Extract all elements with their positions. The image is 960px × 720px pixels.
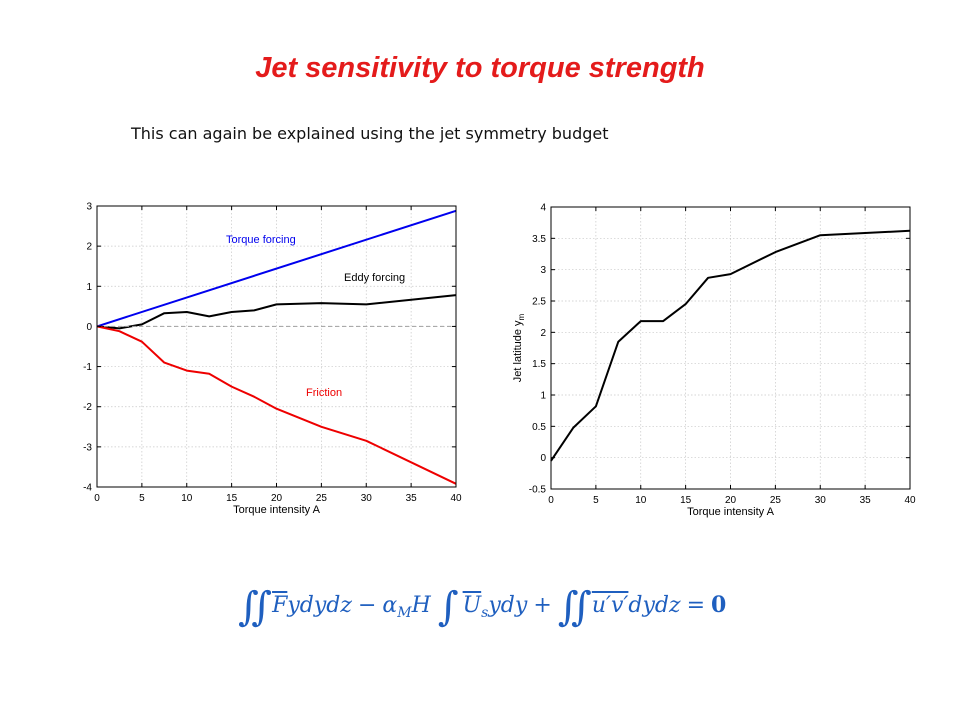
eq-minus: −	[357, 593, 377, 618]
axes-frame-0	[96, 205, 457, 488]
series-line-0-0	[96, 209, 457, 328]
double-integral-2: ∬	[557, 584, 592, 630]
x-tick-label-0: 5	[139, 493, 145, 504]
x-axis-label-1: Torque intensity A	[687, 506, 774, 518]
series-line-1-0	[550, 229, 911, 462]
x-tick-label-0: 20	[271, 493, 283, 504]
plot-area-1	[551, 207, 910, 489]
eq-zero: 0	[711, 592, 727, 618]
plot-area-0	[97, 206, 456, 487]
series-line-0-2	[96, 325, 457, 485]
eq-term2: ydy	[488, 593, 528, 618]
x-tick-label-1: 10	[635, 495, 647, 506]
single-integral: ∫	[437, 584, 459, 630]
y-axis-label-sub-1: m	[517, 313, 526, 320]
x-tick-label-1: 5	[593, 495, 599, 506]
eq-term3: dydz	[628, 593, 681, 618]
x-tick-label-0: 30	[361, 493, 373, 504]
y-tick-label-0: -3	[83, 442, 92, 453]
x-tick-label-0: 25	[316, 493, 328, 504]
y-tick-label-1: 3.5	[532, 234, 546, 245]
x-tick-label-0: 15	[226, 493, 238, 504]
eq-U-sub: s	[481, 605, 489, 621]
eq-term1: ydydz	[287, 593, 352, 618]
y-tick-label-0: -1	[83, 362, 92, 373]
y-tick-label-0: 0	[86, 322, 92, 333]
x-tick-label-1: 25	[770, 495, 782, 506]
x-tick-label-1: 35	[860, 495, 872, 506]
double-integral-1: ∬	[238, 584, 272, 630]
x-tick-label-0: 0	[94, 493, 100, 504]
series-line-0-1	[96, 294, 457, 330]
slide-title: Jet sensitivity to torque strength	[255, 52, 705, 84]
eq-F: F	[272, 593, 288, 618]
y-tick-label-1: 2	[540, 328, 546, 339]
x-tick-label-0: 35	[406, 493, 418, 504]
y-tick-label-0: 3	[86, 202, 92, 213]
x-tick-label-1: 20	[725, 495, 737, 506]
eq-uv: u′v′	[591, 593, 629, 618]
y-tick-label-0: 1	[86, 282, 92, 293]
eq-plus: +	[533, 593, 552, 618]
y-tick-label-1: 0	[540, 453, 546, 464]
x-tick-label-0: 10	[181, 493, 193, 504]
y-tick-label-0: -4	[83, 483, 92, 494]
x-tick-label-1: 30	[815, 495, 827, 506]
y-axis-label-1: Jet latitude ym	[512, 313, 526, 382]
series-label-0-2: Friction	[306, 387, 342, 399]
y-tick-label-1: -0.5	[529, 485, 547, 496]
eq-equals: =	[686, 593, 706, 618]
y-tick-label-1: 4	[540, 203, 546, 214]
series-label-0-0: Torque forcing	[226, 234, 296, 246]
x-tick-label-1: 15	[680, 495, 692, 506]
x-tick-label-1: 40	[904, 495, 916, 506]
y-tick-label-1: 2.5	[532, 297, 546, 308]
symmetry-budget-equation: ∬ Fydydz − αMH ∫ Usydy + ∬ u′v′dydz = 0	[238, 584, 726, 630]
series-label-0-1: Eddy forcing	[344, 272, 405, 284]
eq-H: H	[411, 593, 431, 618]
x-axis-label-0: Torque intensity A	[233, 504, 320, 516]
x-tick-label-0: 40	[450, 493, 462, 504]
y-tick-label-1: 1	[540, 391, 546, 402]
y-tick-label-1: 3	[540, 265, 546, 276]
x-tick-label-1: 0	[548, 495, 554, 506]
eq-alpha: α	[382, 593, 398, 618]
y-tick-label-1: 1.5	[532, 359, 546, 370]
axes-frame-1	[550, 206, 911, 490]
y-tick-label-1: 0.5	[532, 422, 546, 433]
y-tick-label-0: -2	[83, 402, 92, 413]
slide-subtitle: This can again be explained using the je…	[131, 124, 609, 143]
eq-alpha-sub: M	[397, 605, 412, 621]
y-tick-label-0: 2	[86, 242, 92, 253]
eq-U: U	[462, 593, 482, 618]
